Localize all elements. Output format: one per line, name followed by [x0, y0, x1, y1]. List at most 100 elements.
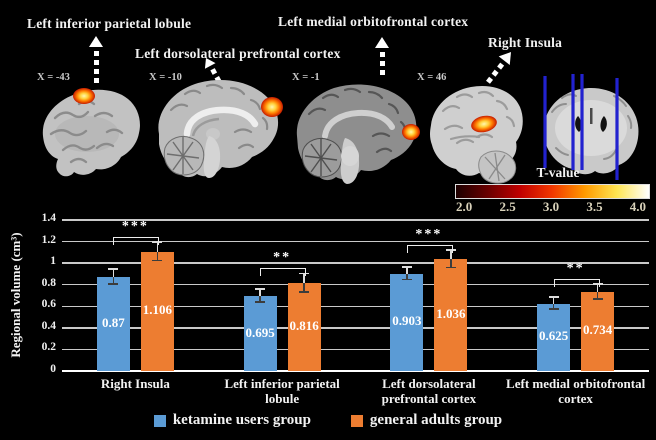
significance-stars: **: [273, 250, 292, 266]
slice-coord-label: X = -10: [149, 72, 182, 83]
y-tick-label: 1.2: [41, 233, 56, 246]
t-value-colorbar: [455, 184, 650, 199]
legend-item-general-adults: general adults group: [350, 412, 503, 429]
gridline: [62, 369, 649, 373]
error-bar-upper: [450, 251, 452, 260]
brain-sagittal-slice-4: [430, 85, 523, 184]
legend-label: general adults group: [369, 412, 503, 428]
chart-legend: ketamine users group general adults grou…: [0, 412, 656, 429]
error-bar-cap: [445, 266, 456, 269]
significance-bracket: [260, 268, 307, 277]
brain-medial-slice-2: [158, 80, 283, 178]
error-bar-cap: [108, 283, 119, 286]
error-bar-cap: [548, 308, 559, 310]
gridline: [62, 240, 649, 243]
brain-sagittal-slice-1: [42, 88, 140, 177]
error-bar-lower: [406, 273, 408, 280]
significance-bracket: [113, 237, 160, 246]
significance-stars: ***: [121, 219, 149, 235]
error-bar-cap: [401, 265, 412, 268]
gridline: [62, 305, 649, 308]
error-bar-cap: [445, 249, 456, 252]
legend-swatch-blue: [153, 414, 166, 427]
bar-value-label: 0.734: [583, 322, 613, 338]
error-bar-cap: [548, 296, 559, 299]
bar: [243, 296, 277, 371]
dashed-arrow-up-icon: [375, 37, 389, 75]
bar-value-label: 1.106: [142, 302, 172, 318]
error-bar-cap: [592, 298, 603, 300]
gridline: [62, 327, 649, 329]
bar-value-label: 0.625: [539, 328, 569, 344]
colorbar-tick: 2.5: [499, 199, 516, 214]
bar: [434, 259, 468, 371]
bar: [537, 303, 571, 371]
region-label-left-dorsolateral-prefrontal-cortex: Left dorsolateral prefrontal cortex: [135, 46, 341, 61]
region-label-left-inferior-parietal-lobule: Left inferior parietal lobule: [27, 16, 192, 31]
legend-label: ketamine users group: [172, 412, 311, 428]
error-bar-cap: [255, 288, 266, 291]
legend-item-ketamine-users: ketamine users group: [153, 412, 311, 429]
y-tick-label: 0.8: [41, 276, 56, 289]
activation-spot: [73, 88, 95, 104]
bar-value-label: 0.87: [102, 315, 125, 331]
error-bar-upper: [406, 267, 408, 274]
error-bar-upper: [259, 290, 261, 297]
category-label: Left inferior parietal lobule: [224, 376, 340, 407]
error-bar-lower: [259, 296, 261, 302]
activation-spot: [471, 115, 497, 133]
y-tick-label: 0.6: [41, 298, 56, 311]
slice-coord-label: X = -43: [37, 72, 70, 83]
error-bar-cap: [152, 259, 163, 262]
colorbar-tick: 4.0: [629, 199, 646, 214]
error-bar-cap: [255, 301, 266, 303]
error-bar-cap: [299, 290, 310, 293]
y-tick-label: 1.4: [41, 212, 56, 224]
gridline: [62, 348, 649, 351]
error-bar-upper: [552, 298, 555, 304]
error-bar-lower: [303, 282, 305, 292]
bar-value-label: 1.036: [436, 306, 466, 322]
error-bar-upper: [112, 270, 115, 278]
colorbar-title: T-value: [536, 165, 580, 180]
significance-bracket: [406, 245, 453, 254]
y-tick-label: 0: [50, 363, 56, 375]
error-bar-cap: [592, 283, 603, 285]
slice-coord-label: X = -1: [292, 72, 320, 83]
error-bar-lower: [156, 251, 159, 261]
significance-stars: **: [566, 260, 585, 276]
section-line-icon: [543, 74, 619, 180]
category-label: Left dorsolateral prefrontal cortex: [381, 376, 477, 407]
activation-spot: [261, 97, 283, 117]
error-bar-cap: [108, 268, 119, 271]
significance-bracket: [553, 278, 600, 287]
bar: [581, 291, 615, 371]
bar: [140, 251, 174, 371]
region-label-right-insula: Right Insula: [488, 35, 563, 50]
category-label: Left medial orbitofrontal cortex: [506, 376, 646, 407]
brain-medial-slice-3: [296, 84, 420, 184]
colorbar-tick: 3.5: [586, 199, 603, 214]
activation-spot: [402, 124, 420, 140]
dashed-arrow-up-icon: [89, 36, 103, 83]
error-bar-cap: [152, 241, 163, 244]
gridline: [62, 262, 649, 264]
colorbar-tick: 2.0: [456, 199, 473, 214]
colorbar-tick: 3.0: [542, 199, 560, 214]
bar: [96, 277, 130, 371]
colorbar-ticks: 2.0 2.5 3.0 3.5 4.0: [450, 199, 652, 215]
error-bar-lower: [112, 277, 115, 285]
y-tick-label: 0.2: [41, 341, 56, 354]
category-label: Right Insula: [100, 376, 170, 391]
error-bar-lower: [450, 259, 452, 268]
gridline: [62, 219, 649, 221]
error-bar-cap: [299, 272, 310, 275]
error-bar-lower: [552, 303, 555, 309]
bar: [287, 282, 321, 371]
error-bar-cap: [401, 278, 412, 281]
slice-coord-label: X = 46: [417, 72, 447, 83]
region-label-left-medial-orbitofrontal-cortex: Left medial orbitofrontal cortex: [278, 14, 469, 29]
legend-swatch-orange: [350, 414, 363, 427]
